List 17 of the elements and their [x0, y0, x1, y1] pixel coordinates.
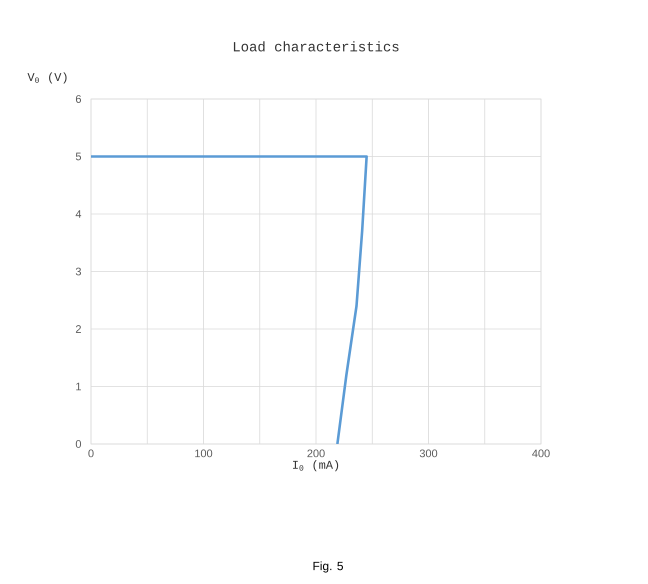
y-tick-label: 0: [76, 440, 82, 448]
y-tick-label: 2: [76, 325, 81, 333]
chart-title: Load characteristics: [234, 41, 399, 52]
x-tick-label: 0: [88, 450, 94, 458]
x-tick-label: 400: [532, 450, 550, 458]
text: I$_{0}$ (mA): [293, 460, 338, 472]
x-tick-label: 100: [195, 450, 212, 458]
line-series: [91, 155, 368, 444]
x-tick-label: 300: [420, 450, 438, 458]
y-tick-label: 1: [76, 382, 81, 390]
y-tick-label: 5: [76, 152, 82, 160]
y-tick-label: 4: [76, 210, 82, 218]
y-tick-label: 3: [76, 268, 81, 276]
y-tick-label: 6: [76, 95, 81, 103]
x-tick-label: 200: [307, 450, 325, 458]
caption: Fig. 5: [313, 561, 343, 573]
text: V$_{0}$ (V): [27, 72, 67, 84]
